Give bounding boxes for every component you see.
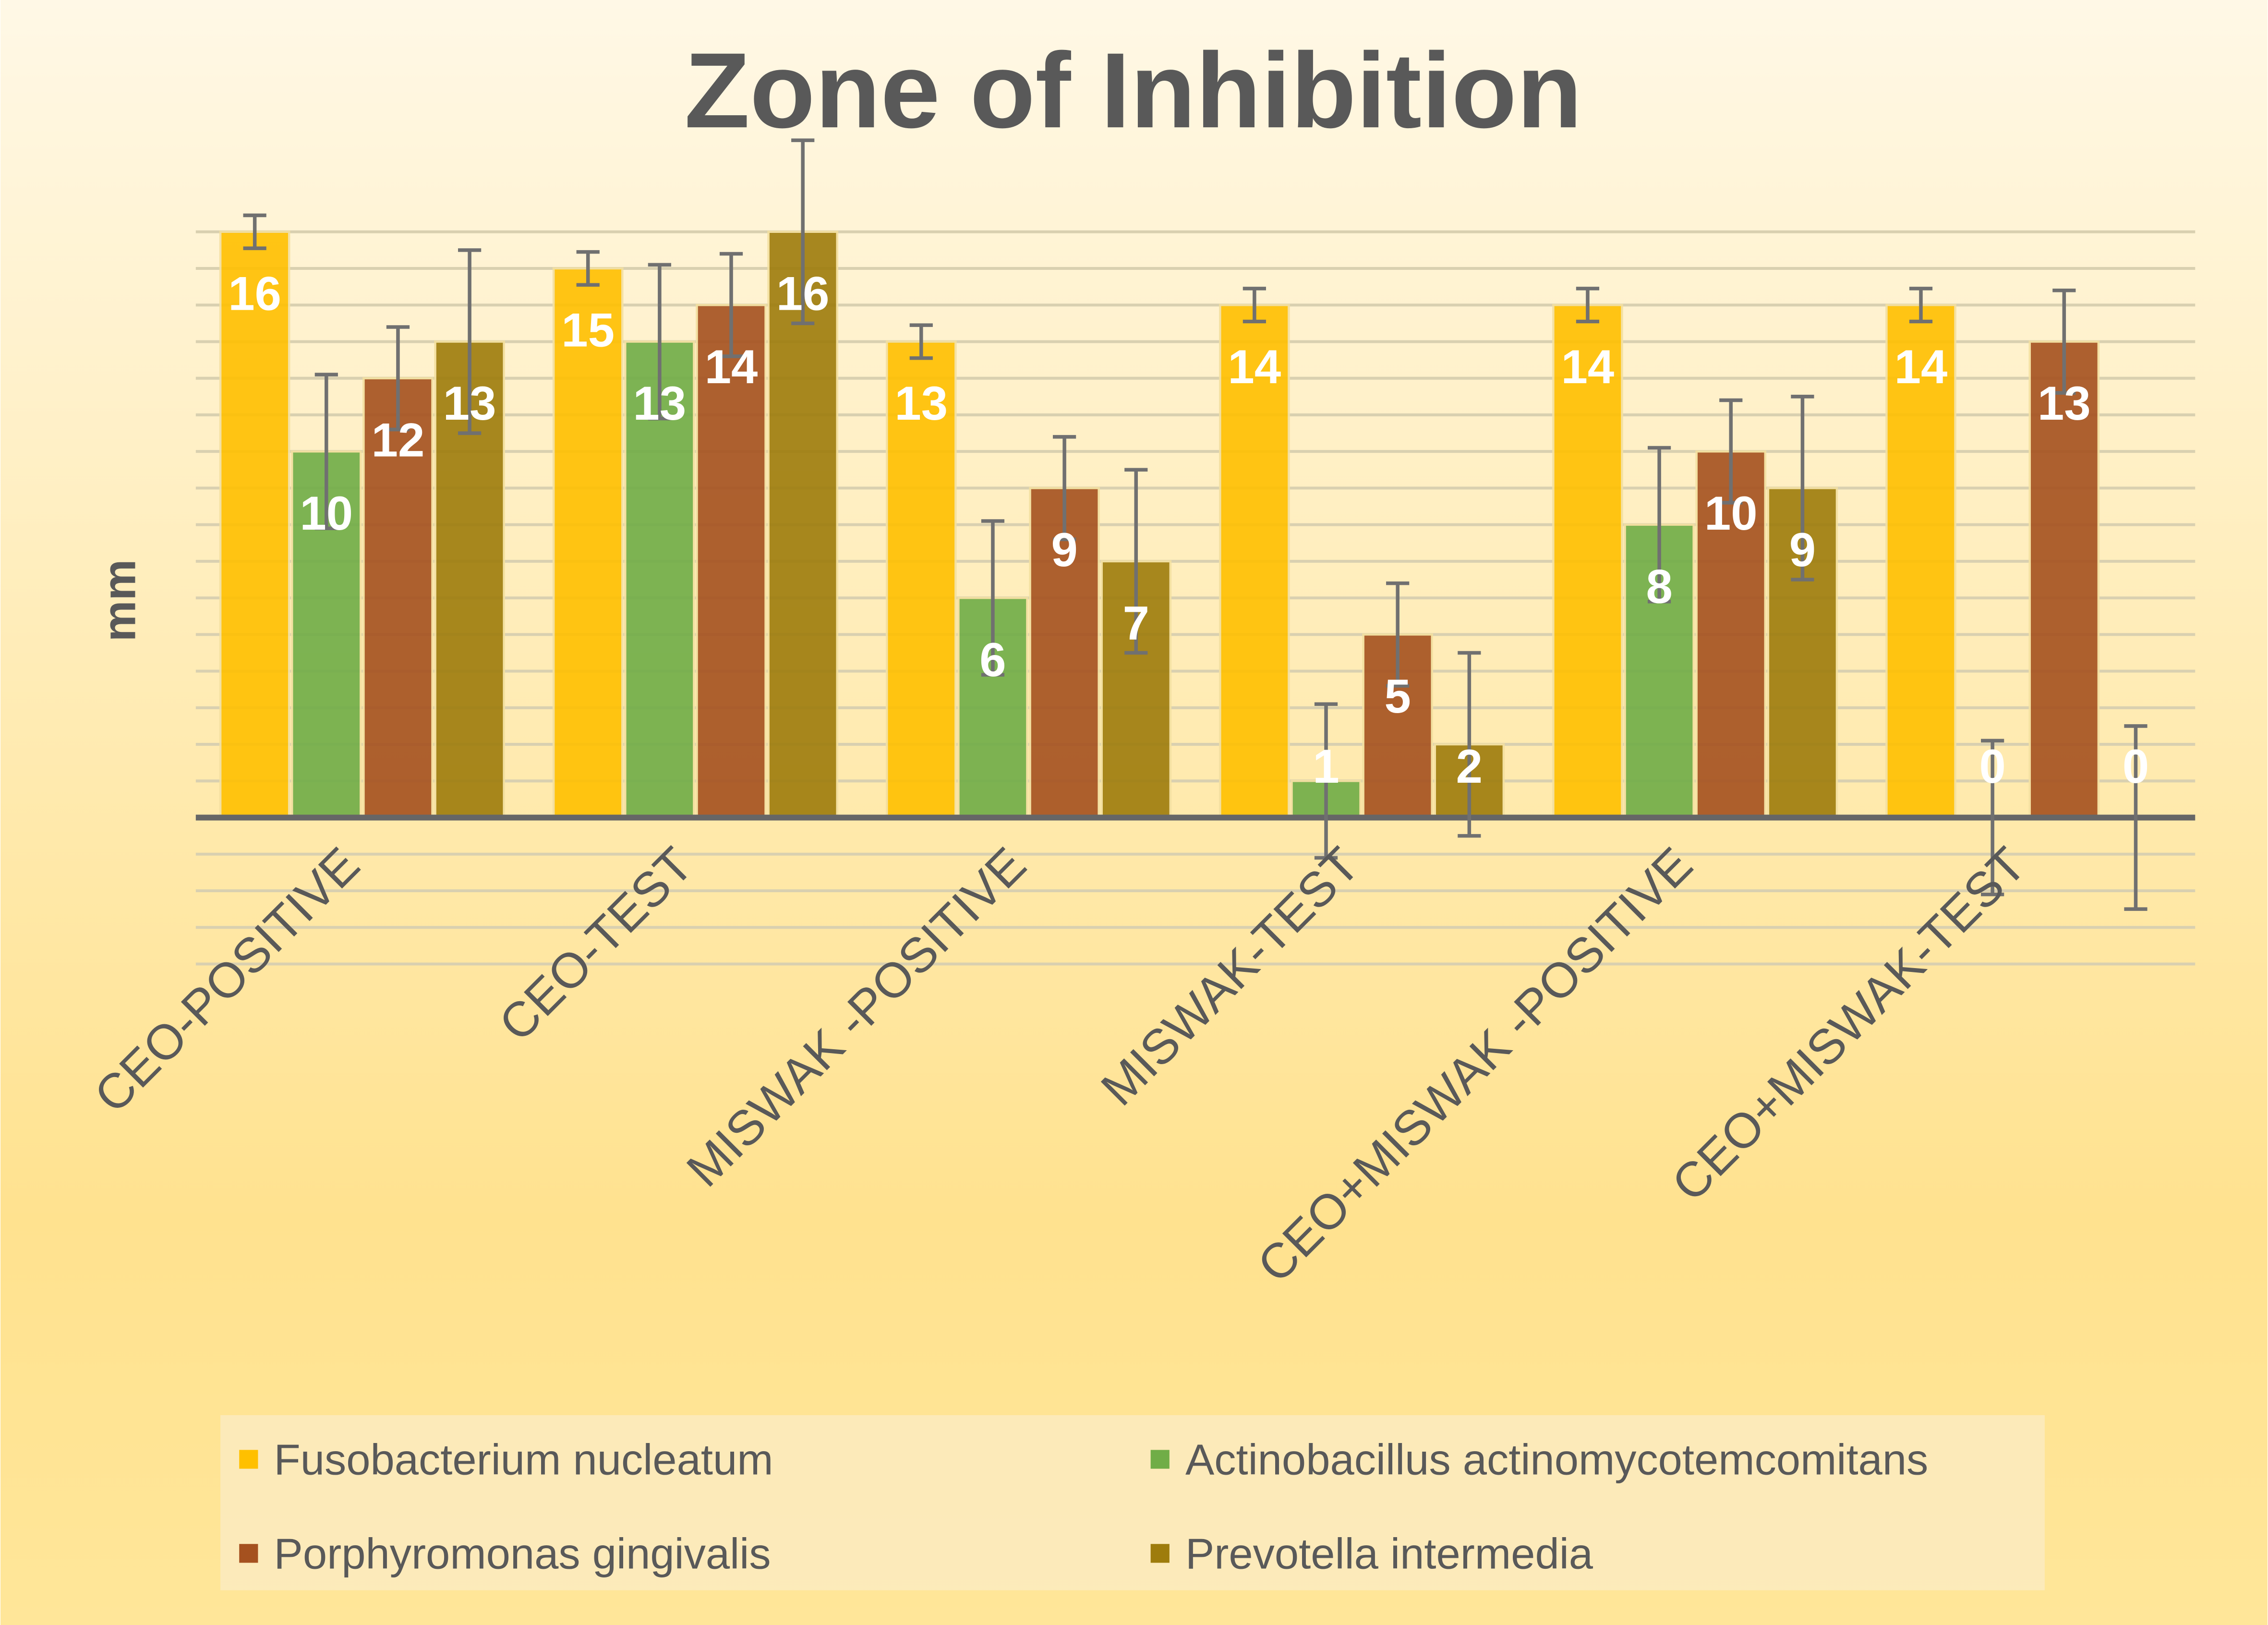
data-label: 7 bbox=[1123, 597, 1149, 650]
bar bbox=[1695, 450, 1767, 819]
data-label: 9 bbox=[1789, 523, 1816, 577]
bar bbox=[219, 230, 290, 819]
data-label: 0 bbox=[1979, 740, 2006, 793]
bar bbox=[2028, 340, 2100, 819]
error-bars bbox=[243, 138, 2147, 911]
legend-label: Prevotella intermedia bbox=[1185, 1529, 1593, 1578]
gridlines bbox=[195, 230, 2196, 966]
bar bbox=[624, 340, 695, 819]
y-axis-label: mm bbox=[94, 559, 145, 642]
data-label: 13 bbox=[2038, 377, 2091, 430]
legend-label: Porphyromonas gingivalis bbox=[274, 1529, 771, 1578]
data-label: 12 bbox=[372, 413, 425, 467]
bar bbox=[696, 303, 767, 819]
data-label: 14 bbox=[1894, 340, 1948, 394]
legend-background bbox=[220, 1415, 2045, 1590]
data-label: 13 bbox=[894, 377, 948, 430]
data-label: 16 bbox=[776, 267, 830, 320]
legend-swatch bbox=[239, 1544, 258, 1563]
bar bbox=[1552, 303, 1623, 819]
data-label: 14 bbox=[1561, 340, 1615, 394]
legend-label: Actinobacillus actinomycotemcomitans bbox=[1185, 1436, 1928, 1484]
data-label: 0 bbox=[2123, 740, 2149, 793]
data-label: 9 bbox=[1051, 523, 1077, 577]
bar bbox=[1219, 303, 1290, 819]
data-label: 10 bbox=[300, 487, 353, 540]
legend-label: Fusobacterium nucleatum bbox=[274, 1436, 773, 1484]
bars bbox=[219, 230, 2100, 819]
legend-swatch bbox=[1150, 1450, 1170, 1469]
bar bbox=[767, 230, 839, 819]
legend-swatch bbox=[239, 1450, 258, 1469]
data-label: 5 bbox=[1385, 670, 1411, 723]
bar bbox=[552, 267, 624, 819]
bar bbox=[885, 340, 957, 819]
bar bbox=[362, 377, 434, 819]
data-label: 15 bbox=[561, 304, 615, 357]
data-label: 13 bbox=[443, 377, 496, 430]
data-label: 10 bbox=[1704, 487, 1758, 540]
chart-title: Zone of Inhibition bbox=[685, 31, 1582, 150]
data-label: 13 bbox=[633, 377, 687, 430]
data-label: 1 bbox=[1313, 740, 1339, 793]
data-label: 6 bbox=[979, 633, 1006, 687]
data-label: 16 bbox=[228, 267, 281, 320]
legend: Fusobacterium nucleatum Actinobacillus ac… bbox=[220, 1415, 2045, 1590]
data-label: 8 bbox=[1646, 560, 1672, 613]
data-label: 14 bbox=[1228, 340, 1281, 394]
legend-swatch bbox=[1150, 1544, 1170, 1563]
data-label: 2 bbox=[1456, 740, 1483, 793]
data-label: 14 bbox=[705, 340, 758, 394]
